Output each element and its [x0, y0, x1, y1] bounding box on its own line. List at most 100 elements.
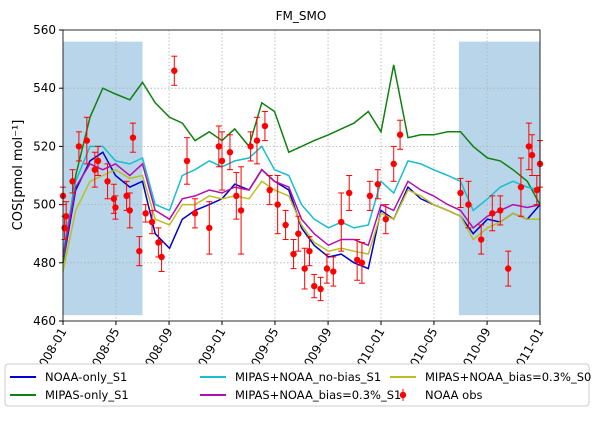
- error-point: [295, 215, 302, 252]
- legend-label: MIPAS-only_S1: [45, 388, 129, 402]
- error-point: [233, 172, 240, 220]
- legend-swatch: [399, 391, 407, 399]
- obs-point: [112, 204, 119, 211]
- error-point: [69, 169, 76, 194]
- y-tick-label: 460: [33, 314, 56, 328]
- legend-label: MIPAS+NOAA_bias=0.3%_S1: [235, 388, 401, 402]
- obs-point: [266, 186, 273, 194]
- error-point: [346, 175, 353, 211]
- error-point: [94, 145, 102, 176]
- y-tick-label: 540: [33, 81, 56, 95]
- error-point: [104, 163, 111, 200]
- obs-point: [110, 195, 118, 202]
- obs-point: [290, 250, 297, 258]
- obs-point: [457, 189, 464, 197]
- error-point: [148, 209, 156, 235]
- obs-point: [396, 131, 404, 138]
- obs-point: [338, 218, 345, 226]
- obs-point: [517, 183, 525, 191]
- error-point: [266, 175, 273, 206]
- error-point: [311, 273, 318, 299]
- error-point: [75, 131, 83, 162]
- obs-point: [104, 178, 111, 185]
- obs-point: [171, 67, 178, 74]
- obs-point: [505, 265, 512, 272]
- obs-point: [123, 192, 130, 200]
- obs-point: [94, 157, 102, 165]
- error-point: [306, 236, 313, 267]
- error-point: [237, 166, 245, 255]
- obs-point: [206, 224, 213, 232]
- plot-frame: [62, 29, 541, 322]
- series-line: [62, 168, 540, 272]
- shaded-span: [458, 41, 540, 316]
- obs-point: [282, 221, 289, 229]
- error-point: [282, 209, 289, 241]
- obs-point: [295, 230, 302, 237]
- y-axis-label: COS[pmol mol⁻¹]: [11, 120, 26, 231]
- obs-point: [237, 207, 245, 214]
- obs-point: [489, 210, 496, 217]
- obs-point: [253, 137, 261, 144]
- obs-point: [528, 151, 536, 159]
- error-point: [83, 116, 91, 165]
- y-tick-label: 500: [33, 198, 56, 212]
- error-point: [374, 169, 382, 200]
- error-point: [191, 198, 199, 229]
- error-point: [91, 151, 99, 188]
- error-point: [62, 201, 70, 232]
- error-point: [366, 180, 374, 211]
- error-point: [136, 236, 143, 267]
- error-point: [390, 145, 397, 182]
- obs-point: [301, 265, 308, 272]
- obs-point: [148, 218, 156, 226]
- error-point: [330, 256, 337, 287]
- error-point: [129, 122, 137, 153]
- error-point: [158, 241, 165, 273]
- obs-point: [75, 143, 83, 150]
- error-point: [261, 110, 269, 142]
- error-point: [247, 131, 254, 162]
- obs-point: [477, 236, 485, 243]
- obs-point: [317, 285, 324, 293]
- obs-point: [533, 186, 541, 194]
- error-point: [533, 175, 541, 206]
- error-point: [183, 137, 191, 185]
- error-point: [112, 195, 119, 220]
- obs-point: [374, 181, 382, 188]
- obs-point: [91, 166, 99, 173]
- error-point: [338, 192, 345, 252]
- obs-point: [129, 134, 137, 141]
- obs-point: [358, 259, 366, 266]
- error-point: [358, 241, 366, 284]
- obs-point: [346, 189, 353, 197]
- obs-point: [311, 282, 318, 290]
- error-point: [525, 122, 533, 171]
- obs-point: [83, 137, 91, 144]
- y-tick-label: 520: [33, 139, 56, 153]
- error-point: [517, 157, 525, 217]
- error-point: [489, 195, 496, 232]
- obs-point: [126, 207, 133, 214]
- obs-point: [247, 143, 254, 150]
- obs-point: [233, 192, 240, 200]
- error-point: [274, 175, 281, 235]
- obs-point: [390, 160, 397, 168]
- error-point: [396, 119, 404, 150]
- series-line: [62, 64, 541, 263]
- obs-point: [497, 207, 504, 214]
- legend-box: [4, 363, 590, 407]
- obs-point: [158, 253, 165, 261]
- obs-point: [226, 149, 234, 156]
- error-point: [505, 250, 512, 287]
- series-line: [62, 162, 541, 258]
- error-point: [323, 253, 331, 284]
- error-point: [457, 177, 464, 209]
- y-tick-label: 560: [33, 23, 56, 37]
- legend-label: MIPAS+NOAA_no-bias_S1: [235, 370, 381, 384]
- legend-label: NOAA-only_S1: [45, 370, 127, 384]
- error-point: [155, 227, 162, 258]
- error-point: [226, 134, 234, 171]
- chart-title: FM_SMO: [276, 9, 327, 23]
- obs-point: [62, 213, 70, 220]
